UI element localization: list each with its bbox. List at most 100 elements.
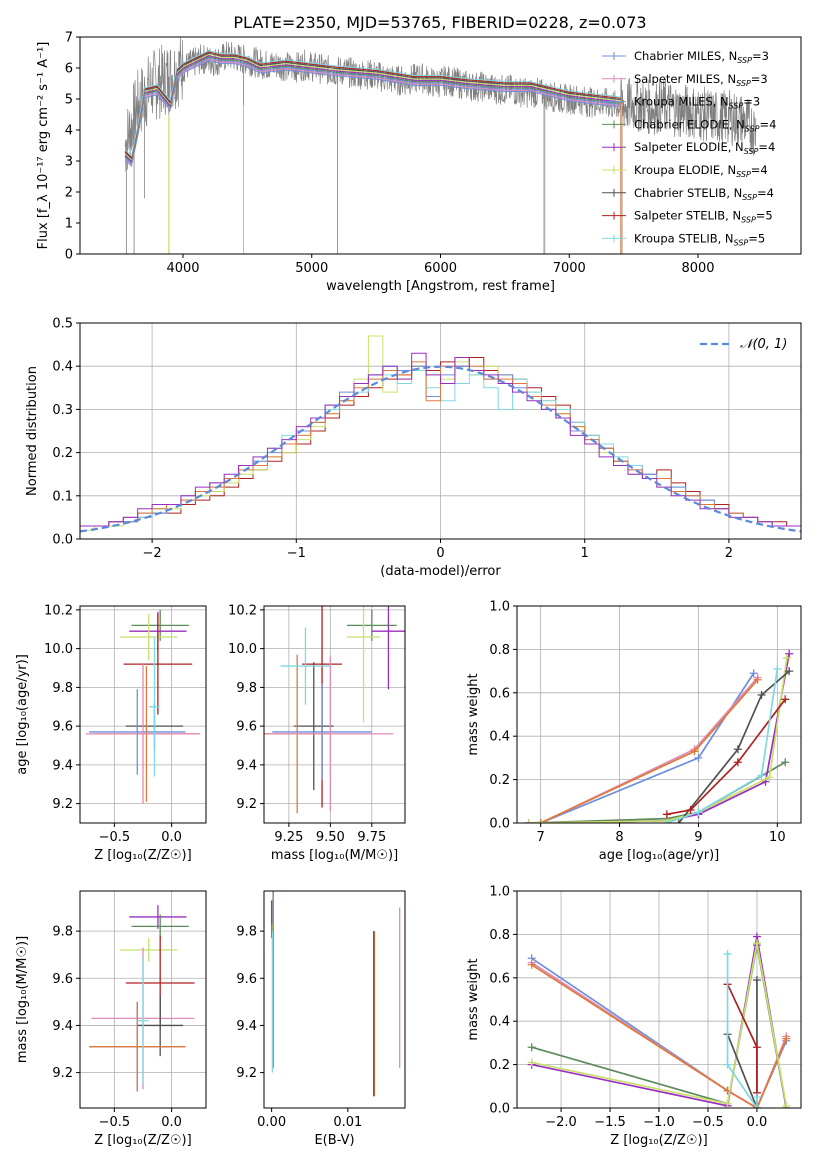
legend-entry: 𝒩(0, 1) xyxy=(740,337,787,352)
model-fit-line xyxy=(124,60,621,167)
weight-point-marker xyxy=(785,667,794,676)
axes-frame xyxy=(79,605,207,824)
x-tick-label: 8000 xyxy=(681,261,714,276)
age-vs-mass-panel: 9.25 9.50 9.75 9.2 9.4 9.6 9.8 10.0 10.2 mass [lo… xyxy=(228,603,406,863)
y-tick-label: 9.4 xyxy=(236,758,257,773)
mass-weight-vs-age-panel: 7 8 9 10 0.0 0.2 0.4 0.6 0.8 1.0 age [log₁₀(age/yr… xyxy=(466,600,802,863)
x-tick-label: 9 xyxy=(694,830,702,845)
weight-point-marker xyxy=(733,758,742,767)
y-tick-label: 9.6 xyxy=(236,720,257,735)
y-tick-label: 7 xyxy=(65,31,73,46)
weight-point-marker xyxy=(694,753,703,762)
y-tick-label: 0.0 xyxy=(489,817,510,832)
weight-point-marker xyxy=(536,819,545,823)
weight-point-marker xyxy=(527,960,536,969)
model-fit-line xyxy=(124,52,621,160)
weight-point-marker xyxy=(785,649,794,658)
weight-point-marker xyxy=(674,819,683,823)
weight-point-marker xyxy=(753,675,762,684)
weight-point-marker xyxy=(662,819,671,823)
histogram-plot-area xyxy=(80,335,801,533)
y-tick-label: 0.2 xyxy=(489,773,510,788)
y-tick-label: 0.3 xyxy=(52,403,73,418)
model-fit-line xyxy=(124,58,621,166)
weight-point-marker xyxy=(752,1043,761,1052)
y-tick-label: 0.8 xyxy=(489,928,510,943)
weight-point-marker xyxy=(752,939,761,948)
spectrum-panel: 4000 5000 6000 7000 8000 0 1 2 3 4 5 6 7 wavelength [… xyxy=(36,31,802,294)
x-tick-label: 9.75 xyxy=(357,830,386,845)
weight-point-marker xyxy=(765,773,774,782)
axes-frame xyxy=(79,890,207,1109)
y-tick-label: 3 xyxy=(65,155,73,170)
y-tick-label: 9.4 xyxy=(52,1019,73,1034)
histogram-step-line xyxy=(80,352,801,527)
x-tick-label: −0.5 xyxy=(99,1115,131,1130)
x-tick-label: −2 xyxy=(143,546,162,561)
weight-point-marker xyxy=(662,810,671,819)
legend-entry: Salpeter MILES, NSSP=3 xyxy=(634,72,768,88)
x-tick-label: −0.5 xyxy=(99,830,131,845)
mass-weight-vs-metallicity-panel: −2.0 −1.5 −1.0 −0.5 0.0 0.0 0.2 0.4 0.6 0.8 1.0 Z [… xyxy=(466,885,802,1148)
weight-series-line xyxy=(528,761,786,823)
weight-series-line xyxy=(726,979,758,1108)
y-tick-label: 0.2 xyxy=(52,446,73,461)
y-tick-label: 9.2 xyxy=(52,1066,73,1081)
weight-point-marker xyxy=(527,1058,536,1067)
x-axis-label: wavelength [Angstrom, rest frame] xyxy=(326,279,555,294)
weight-point-marker xyxy=(690,747,699,756)
weight-point-marker xyxy=(782,1101,791,1108)
line-plot-area xyxy=(524,649,794,823)
y-tick-label: 9.2 xyxy=(236,1066,257,1081)
weight-point-marker xyxy=(781,758,790,767)
weight-point-marker xyxy=(749,669,758,678)
y-tick-label: 0.5 xyxy=(52,317,73,332)
weight-series-line xyxy=(531,964,788,1108)
y-tick-label: 9.2 xyxy=(236,797,257,812)
y-tick-label: 10.2 xyxy=(44,603,73,618)
model-fit-line xyxy=(124,57,621,165)
x-tick-label: 0 xyxy=(436,546,444,561)
x-axis-label: E(B-V) xyxy=(314,1133,354,1148)
axes-frame xyxy=(263,890,406,1109)
x-axis-label: Z [log₁₀(Z/Z☉)] xyxy=(610,1133,707,1148)
y-axis-label: Flux [f_λ 10⁻¹⁷ erg cm⁻² s⁻¹ A⁻¹] xyxy=(36,42,51,250)
weight-point-marker xyxy=(782,654,791,663)
legend-entry: Salpeter ELODIE, NSSP=4 xyxy=(634,140,775,156)
x-tick-label: 0.01 xyxy=(333,1115,362,1130)
x-tick-label: −0.5 xyxy=(692,1115,724,1130)
y-tick-label: 9.8 xyxy=(236,925,257,940)
x-tick-label: 7000 xyxy=(553,261,586,276)
model-fit-line xyxy=(124,50,621,158)
legend-entry: Chabrier ELODIE, NSSP=4 xyxy=(634,117,776,133)
y-tick-label: 10.0 xyxy=(44,642,73,657)
legend-entry: Kroupa STELIB, NSSP=5 xyxy=(634,231,765,247)
y-axis-label: Normed distribution xyxy=(25,366,40,496)
x-tick-label: 9.25 xyxy=(274,830,303,845)
y-tick-label: 5 xyxy=(65,93,73,108)
weight-point-marker xyxy=(733,745,742,754)
x-axis-label: (data-model)/error xyxy=(380,564,501,579)
y-tick-label: 9.2 xyxy=(52,797,73,812)
legend-entry: Salpeter STELIB, NSSP=5 xyxy=(634,209,773,225)
gaussian-reference-curve xyxy=(80,365,801,533)
weight-point-marker xyxy=(773,664,782,673)
y-tick-label: 10.2 xyxy=(228,603,257,618)
y-tick-label: 0.8 xyxy=(489,643,510,658)
y-axis-label: mass weight xyxy=(466,958,481,1040)
x-tick-label: −1.5 xyxy=(594,1115,626,1130)
weight-series-line xyxy=(666,698,786,816)
x-tick-label: 8 xyxy=(615,830,623,845)
y-tick-label: 4 xyxy=(65,124,73,139)
x-tick-label: 10 xyxy=(769,830,786,845)
x-tick-label: 4000 xyxy=(166,261,199,276)
weight-series-line xyxy=(531,942,788,1106)
y-tick-label: 0.0 xyxy=(489,1102,510,1117)
x-tick-label: 0.0 xyxy=(747,1115,768,1130)
x-tick-label: 0.0 xyxy=(161,830,182,845)
y-tick-label: 9.8 xyxy=(236,681,257,696)
weight-point-marker xyxy=(752,975,761,984)
y-axis-label: mass [log₁₀(M/M☉)] xyxy=(15,936,30,1063)
x-tick-label: 9.50 xyxy=(316,830,345,845)
model-fit-line xyxy=(124,53,621,161)
